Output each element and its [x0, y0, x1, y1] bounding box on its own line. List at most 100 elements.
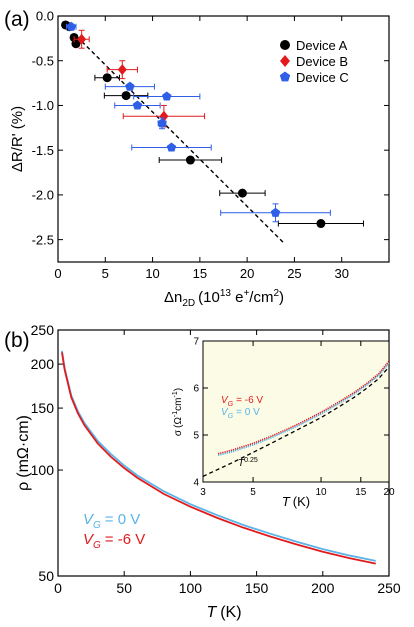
a-ytick-label-3: -1.5	[32, 143, 54, 158]
b-xtick-label-5: 250	[377, 580, 401, 596]
inset-vg0-sym: V	[221, 407, 229, 418]
inset-xtick-label-3: 15	[355, 487, 367, 498]
legend-item-device-b: Device B	[280, 54, 348, 69]
a-xtick-label-6: 30	[334, 266, 348, 281]
panel-b-xlabel: T (K)	[206, 604, 241, 621]
legend-marker-device-a	[280, 40, 290, 50]
device-c-point-4	[157, 118, 167, 128]
inset-ylabel-open: (Ω	[173, 417, 184, 428]
inset-line-v-g-6-v	[217, 360, 389, 455]
inset-vg6-sym: V	[221, 395, 229, 406]
panel-b-label: (b)	[4, 329, 30, 352]
a-ytick-label-1: -0.5	[32, 53, 54, 68]
device-c-point-2	[162, 91, 172, 101]
a-xtick-label-2: 10	[145, 266, 159, 281]
inset-ytick-label-3: 7	[193, 337, 199, 348]
xlabel-units: (10	[198, 289, 220, 306]
inset-ylabel-exp2: -1	[172, 391, 179, 397]
b-ytick-label-4: 250	[31, 322, 55, 338]
device-c-point-0	[66, 21, 76, 31]
inset-axes: 3 5 10 15 20 4 5 6 7	[193, 337, 395, 498]
xlabel-exp1: 13	[220, 288, 232, 299]
legend-vg0-sub: G	[93, 520, 101, 531]
inset-xtick-label-1: 5	[250, 487, 256, 498]
a-ytick-label-5: -2.5	[32, 232, 54, 247]
xlabel-t: T	[206, 604, 217, 621]
panel-b-legend: VG = 0 V VG = -6 V	[83, 511, 145, 551]
a-xtick-label-4: 20	[240, 266, 254, 281]
legend-label-device-a: Device A	[296, 38, 348, 53]
panel-b-ylabel: ρ (mΩ·cm)	[15, 415, 32, 491]
b-ytick-label-3: 200	[31, 356, 55, 372]
legend-item-device-c: Device C	[279, 70, 349, 85]
legend-vg0-val: = 0 V	[105, 511, 140, 528]
xlabel-mid: e	[231, 289, 244, 306]
panel-a-axes: 0 5 10 15 20 25 30 0.0 -0.5 -1.0 -1.5 -2.0 -2.5	[32, 9, 389, 281]
inset-label-vg-neg6: VG = -6 V	[221, 395, 263, 408]
inset-label-vg-0: VG = 0 V	[221, 407, 260, 420]
inset-ylabel-mid: cm	[173, 398, 184, 411]
a-xtick-label-3: 15	[193, 266, 207, 281]
inset-ylabel-exp1: -1	[172, 411, 179, 417]
inset-ytick-label-1: 5	[193, 431, 199, 442]
b-xtick-label-0: 0	[54, 580, 62, 596]
panel-a-xlabel: Δn2D (1013 e+/cm2)	[164, 288, 284, 309]
ylabel-symbol: ρ	[15, 482, 32, 491]
inset-vg6-sub: G	[228, 401, 234, 408]
device-c-point-3	[132, 100, 143, 110]
xlabel-close: )	[279, 289, 284, 306]
inset-ylabel-sym: σ	[173, 429, 184, 436]
inset-ylabel: σ(Ω-1cm-1)	[172, 388, 184, 436]
inset-ytick-label-0: 4	[193, 478, 199, 489]
b-ytick-label-1: 100	[31, 462, 55, 478]
device-c-point-6	[270, 207, 281, 217]
a-ytick-label-2: -1.0	[32, 98, 54, 113]
xlabel-exp3: 2	[273, 288, 279, 299]
legend-marker-device-c	[279, 71, 291, 82]
inset-powerlaw-label: T0.25	[238, 457, 258, 469]
inset-xtick-label-0: 3	[200, 487, 206, 498]
legend-label-vg-neg6: VG = -6 V	[83, 531, 145, 551]
legend-label-device-c: Device C	[296, 70, 349, 85]
inset-background	[202, 340, 390, 483]
b-xtick-label-2: 100	[179, 580, 203, 596]
a-xtick-label-1: 5	[102, 266, 109, 281]
device-a-point-8	[316, 219, 326, 229]
legend-vg6-sym: V	[83, 531, 95, 548]
legend-label-device-b: Device B	[296, 54, 348, 69]
b-xtick-label-4: 200	[311, 580, 335, 596]
inset-vg0-val: = 0 V	[236, 407, 260, 418]
b-xtick-label-1: 50	[116, 580, 132, 596]
panel-a-frame	[57, 15, 390, 263]
a-ytick-label-4: -2.0	[32, 188, 54, 203]
a-xtick-label-0: 0	[54, 266, 61, 281]
panel-a-points	[61, 20, 364, 229]
panel-a: (a) 0 5 10 15 20 25 300.0-0.5-1.0-1.5-2.0-2.5 …	[4, 8, 390, 309]
inset-vg0-sub: G	[228, 413, 234, 420]
legend-marker-device-b	[280, 55, 290, 67]
inset-xtick-label-4: 20	[383, 487, 395, 498]
b-xtick-label-3: 150	[245, 580, 269, 596]
legend-item-device-a: Device A	[280, 38, 348, 53]
panel-b-lines	[61, 350, 376, 565]
device-a-point-7	[237, 188, 247, 198]
xlabel-units: (K)	[220, 604, 241, 621]
inset-vg6-val: = -6 V	[236, 395, 263, 406]
xlabel-sub: 2D	[182, 298, 195, 309]
a-xtick-label-5: 25	[287, 266, 301, 281]
xlabel-tail: /cm	[249, 289, 273, 306]
inset-lines	[203, 360, 389, 477]
panel-a-label: (a)	[4, 8, 30, 31]
powerlaw-sym: T	[238, 458, 245, 469]
inset-xlabel-t: T	[282, 494, 291, 509]
panel-a-ylabel: ΔR/R' (%)	[9, 106, 26, 172]
device-b-point-1	[117, 64, 127, 76]
b-ytick-label-2: 150	[31, 400, 55, 416]
ylabel-units: (mΩ·cm)	[15, 415, 32, 478]
device-a-point-4	[102, 73, 112, 83]
inset-xtick-label-2: 10	[315, 487, 327, 498]
legend-label-vg-0: VG = 0 V	[83, 511, 140, 531]
powerlaw-exp: 0.25	[244, 457, 258, 464]
